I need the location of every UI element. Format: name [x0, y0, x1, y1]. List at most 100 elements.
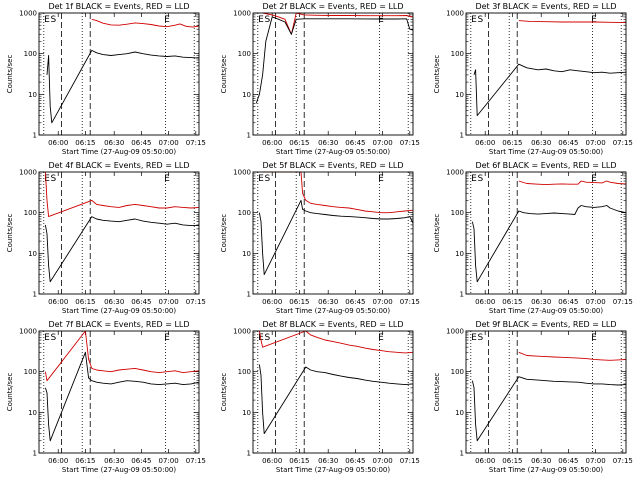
detector-panel: Det 4f BLACK = Events, RED = LLD Counts/s…	[6, 161, 206, 315]
y-tick-label: 100	[451, 50, 464, 58]
y-tick-label: 100	[451, 368, 464, 376]
x-tick-label: 07:00	[373, 457, 393, 465]
x-tick-label: 07:15	[613, 457, 633, 465]
lld-series-line	[262, 171, 414, 214]
events-series-line	[44, 216, 199, 283]
plot-frame	[38, 12, 200, 136]
y-tick-label: 1000	[233, 169, 251, 177]
x-axis-label: Start Time (27-Aug-09 05:50:00)	[489, 307, 603, 315]
events-series-line	[473, 63, 627, 117]
x-tick-label: 07:15	[400, 457, 420, 465]
detector-panel: Det 7f BLACK = Events, RED = LLD Counts/s…	[6, 320, 206, 474]
x-tick-label: 06:15	[502, 457, 522, 465]
event-marker-label: S	[265, 333, 271, 343]
y-tick-label: 1000	[233, 328, 251, 336]
lld-series-line	[518, 351, 627, 361]
event-marker-label: S	[51, 333, 57, 343]
event-marker-label: E	[591, 15, 597, 25]
event-marker-label: S	[478, 15, 484, 25]
plot-frame	[38, 330, 200, 454]
y-tick-label: 100	[238, 209, 251, 217]
x-tick-label: 06:45	[558, 457, 578, 465]
x-tick-label: 07:00	[159, 298, 179, 306]
panel-title: Det 1f BLACK = Events, RED = LLD	[48, 2, 189, 11]
x-tick-label: 06:45	[131, 457, 151, 465]
y-axis-label: Counts/sec	[433, 373, 441, 412]
plot-frame	[252, 330, 414, 454]
x-tick-label: 06:30	[318, 139, 338, 147]
y-axis-label: Counts/sec	[6, 373, 14, 412]
plot-frame	[465, 12, 627, 136]
events-series-line	[471, 205, 627, 283]
x-tick-label: 06:00	[262, 139, 282, 147]
y-tick-label: 1	[460, 132, 464, 140]
event-marker-label: E	[164, 333, 170, 343]
x-tick-label: 07:15	[400, 298, 420, 306]
x-tick-label: 06:45	[558, 139, 578, 147]
y-tick-label: 100	[238, 368, 251, 376]
x-axis-label: Start Time (27-Aug-09 05:50:00)	[276, 148, 390, 156]
y-tick-label: 1000	[446, 328, 464, 336]
detector-panel: Det 6f BLACK = Events, RED = LLD Counts/s…	[433, 161, 633, 315]
detector-panel: Det 3f BLACK = Events, RED = LLD Counts/s…	[433, 2, 633, 156]
plot-frame	[252, 171, 414, 295]
event-marker-label: E	[258, 174, 264, 184]
event-marker-label: E	[378, 174, 384, 184]
panel-title: Det 8f BLACK = Events, RED = LLD	[262, 320, 403, 329]
x-tick-label: 06:00	[48, 139, 68, 147]
y-tick-label: 1	[460, 450, 464, 458]
x-tick-label: 07:00	[586, 298, 606, 306]
y-tick-label: 10	[242, 250, 251, 258]
y-tick-label: 10	[242, 91, 251, 99]
x-tick-label: 07:15	[613, 298, 633, 306]
x-axis-label: Start Time (27-Aug-09 05:50:00)	[276, 307, 390, 315]
plot-frame	[465, 330, 627, 454]
lld-series-line	[518, 20, 627, 24]
plot-frame	[38, 171, 200, 295]
y-tick-label: 1000	[19, 10, 37, 18]
plot-frame	[465, 171, 627, 295]
events-series-line	[44, 351, 200, 442]
x-tick-label: 06:30	[318, 298, 338, 306]
y-tick-label: 10	[455, 91, 464, 99]
x-tick-label: 06:15	[75, 298, 95, 306]
events-series-line	[258, 364, 414, 435]
event-marker-label: E	[471, 333, 477, 343]
x-axis-label: Start Time (27-Aug-09 05:50:00)	[276, 466, 390, 474]
x-tick-label: 06:30	[104, 457, 124, 465]
x-tick-label: 06:45	[131, 298, 151, 306]
x-tick-label: 06:15	[502, 139, 522, 147]
y-tick-label: 1	[460, 291, 464, 299]
events-series-line	[46, 49, 200, 124]
x-tick-label: 07:15	[186, 457, 206, 465]
y-tick-label: 100	[24, 50, 37, 58]
lld-series-line	[258, 330, 414, 354]
x-tick-label: 07:00	[373, 139, 393, 147]
x-tick-label: 06:00	[475, 457, 495, 465]
x-tick-label: 07:15	[613, 139, 633, 147]
y-tick-label: 100	[451, 209, 464, 217]
x-tick-label: 06:15	[289, 298, 309, 306]
event-marker-label: S	[265, 174, 271, 184]
event-marker-label: E	[164, 174, 170, 184]
y-tick-label: 10	[28, 409, 37, 417]
x-tick-label: 06:30	[318, 457, 338, 465]
y-axis-label: Counts/sec	[6, 55, 14, 94]
event-marker-label: E	[471, 174, 477, 184]
y-axis-label: Counts/sec	[6, 214, 14, 253]
events-series-line	[255, 16, 414, 104]
x-tick-label: 06:00	[262, 457, 282, 465]
x-tick-label: 07:00	[373, 298, 393, 306]
panel-title: Det 4f BLACK = Events, RED = LLD	[48, 161, 189, 170]
x-tick-label: 07:00	[159, 457, 179, 465]
x-axis-label: Start Time (27-Aug-09 05:50:00)	[62, 466, 176, 474]
x-tick-label: 06:00	[475, 139, 495, 147]
y-tick-label: 1	[33, 450, 37, 458]
x-tick-label: 06:45	[345, 298, 365, 306]
y-axis-label: Counts/sec	[433, 55, 441, 94]
y-axis-label: Counts/sec	[220, 55, 228, 94]
y-tick-label: 10	[28, 91, 37, 99]
panel-title: Det 9f BLACK = Events, RED = LLD	[475, 320, 616, 329]
x-axis-label: Start Time (27-Aug-09 05:50:00)	[62, 148, 176, 156]
y-tick-label: 1000	[19, 328, 37, 336]
